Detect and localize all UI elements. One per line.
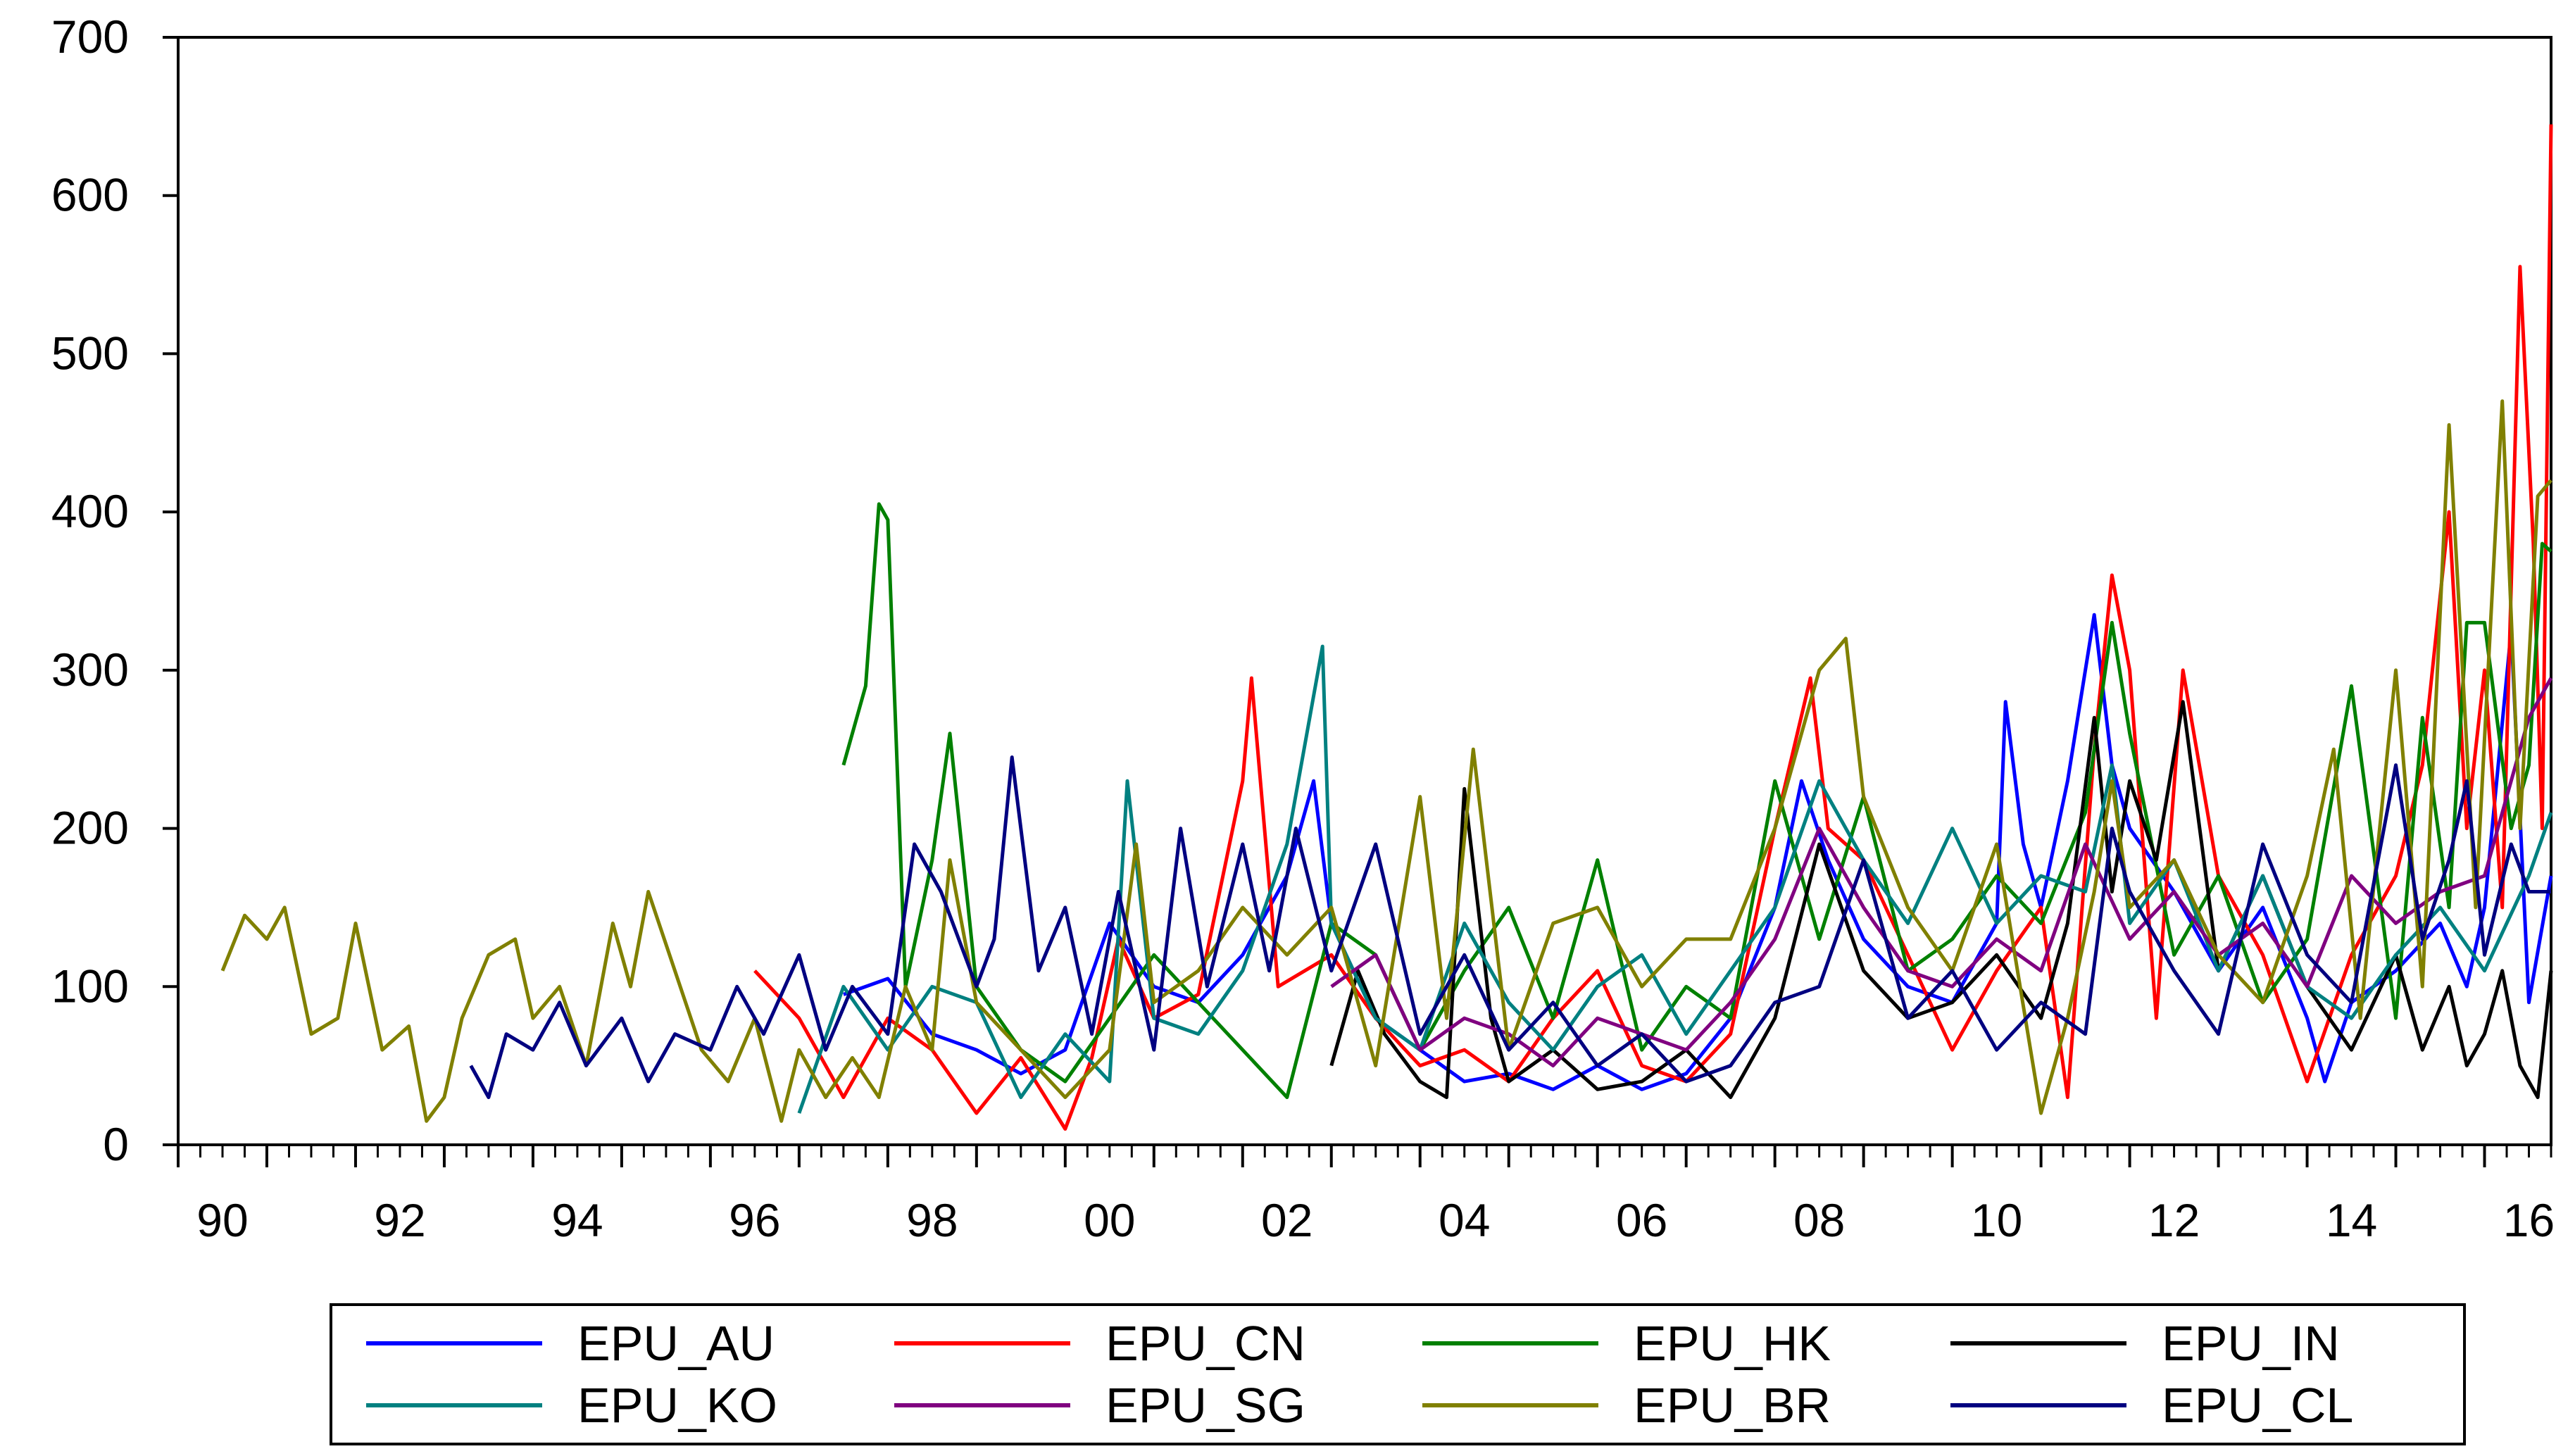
series-line-epu-ko <box>797 644 2553 1114</box>
y-tick-label: 500 <box>51 327 129 379</box>
y-tick-label: 300 <box>51 644 129 696</box>
plot-frame <box>177 36 2552 1146</box>
series-line-epu-hk <box>841 502 2552 1100</box>
series-line-epu-cl <box>469 755 2551 1100</box>
legend-label: EPU_CN <box>1105 1316 1305 1371</box>
x-tick-label: 94 <box>551 1194 603 1246</box>
legend-label: EPU_CL <box>2162 1378 2353 1433</box>
legend-label: EPU_KO <box>577 1378 777 1433</box>
x-tick-label: 04 <box>1439 1194 1490 1246</box>
series-line-epu-in <box>1329 700 2553 1100</box>
y-tick-label: 0 <box>103 1118 129 1170</box>
legend-label: EPU_BR <box>1634 1378 1831 1433</box>
x-tick-label: 98 <box>906 1194 958 1246</box>
series-lines <box>220 124 2553 1131</box>
x-tick-label: 10 <box>1971 1194 2022 1246</box>
x-tick-label: 02 <box>1261 1194 1313 1246</box>
y-axis: 0 100 200 300 400 500 600 700 <box>51 11 178 1170</box>
x-tick-label: 12 <box>2148 1194 2200 1246</box>
legend: EPU_AU EPU_CN EPU_HK EPU_IN EPU_KO EPU_SG EPU_… <box>330 1303 2466 1445</box>
y-tick-label: 700 <box>51 11 129 63</box>
series-line-epu-cn <box>753 124 2553 1131</box>
legend-label: EPU_AU <box>577 1316 775 1371</box>
x-tick-label: 08 <box>1793 1194 1845 1246</box>
series-line-epu-sg <box>1330 677 2553 1068</box>
y-tick-label: 400 <box>51 485 129 537</box>
legend-label: EPU_HK <box>1634 1316 1831 1371</box>
y-tick-label: 100 <box>51 960 129 1012</box>
x-tick-label: 00 <box>1084 1194 1135 1246</box>
y-tick-label: 200 <box>51 802 129 854</box>
y-tick-label: 600 <box>51 169 129 221</box>
legend-label: EPU_SG <box>1105 1378 1305 1433</box>
x-tick-label: 06 <box>1616 1194 1667 1246</box>
x-tick-label: 14 <box>2326 1194 2377 1246</box>
legend-label: EPU_IN <box>2162 1316 2340 1371</box>
x-tick-label: 16 <box>2503 1194 2555 1246</box>
x-tick-label: 96 <box>729 1194 780 1246</box>
x-tick-label: 92 <box>374 1194 425 1246</box>
x-tick-label: 90 <box>196 1194 248 1246</box>
x-axis: 90 92 94 96 98 00 02 04 06 08 10 12 14 16 <box>177 1145 2555 1246</box>
legend-box <box>330 1303 2466 1445</box>
